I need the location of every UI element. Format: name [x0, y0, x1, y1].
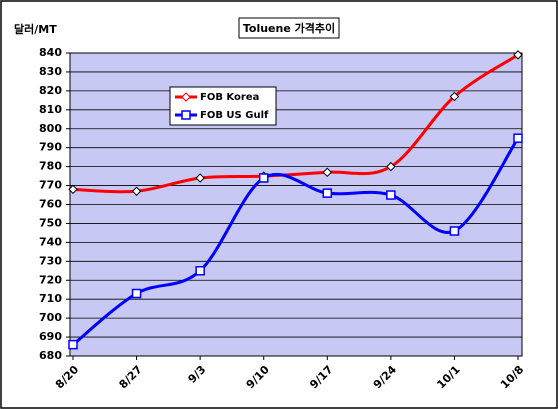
y-tick-label: 800: [39, 122, 62, 135]
marker: [258, 173, 269, 183]
y-axis-label: 달러/MT: [14, 22, 57, 36]
y-tick-label: 710: [39, 292, 62, 305]
y-tick-label: 830: [39, 65, 62, 78]
legend-label: FOB US Gulf: [200, 110, 269, 121]
marker: [68, 184, 78, 195]
marker: [513, 133, 523, 143]
series-line: [72, 53, 519, 194]
y-tick-label: 730: [39, 254, 62, 267]
marker: [195, 173, 205, 183]
marker: [131, 186, 142, 196]
y-tick-label: 760: [39, 198, 62, 211]
y-tick-label: 820: [39, 84, 62, 97]
marker: [449, 226, 460, 236]
marker: [68, 339, 78, 350]
y-tick-label: 700: [39, 311, 62, 324]
marker: [513, 50, 523, 60]
y-tick-label: 740: [39, 235, 62, 248]
chart-title: Toluene 가격추이: [243, 21, 335, 35]
legend-marker: [181, 110, 191, 120]
title-box: [238, 17, 340, 39]
legend-label: FOB Korea: [200, 92, 259, 103]
marker: [386, 161, 396, 172]
marker: [131, 288, 142, 299]
y-tick-label: 840: [39, 46, 62, 59]
marker: [386, 190, 396, 200]
y-tick-label: 810: [39, 103, 62, 116]
y-tick-label: 750: [39, 216, 62, 229]
y-tick-label: 680: [39, 349, 62, 362]
y-tick-label: 690: [39, 330, 62, 343]
marker: [322, 167, 332, 178]
y-tick-label: 770: [39, 179, 62, 192]
marker: [322, 188, 333, 198]
y-tick-label: 720: [39, 273, 62, 286]
legend-marker: [181, 92, 191, 102]
marker: [195, 266, 205, 276]
marker: [449, 91, 460, 102]
y-tick-label: 790: [39, 141, 62, 154]
y-tick-label: 780: [39, 160, 62, 173]
